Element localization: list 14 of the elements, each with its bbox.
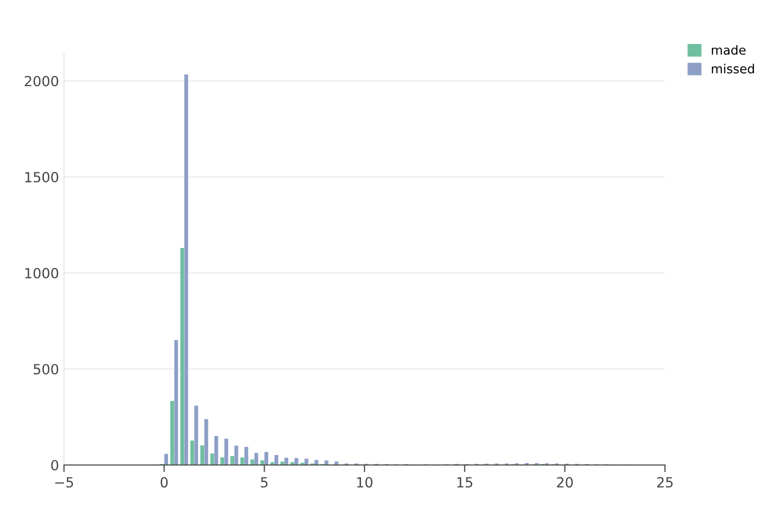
legend-label: missed [712, 64, 754, 74]
x-tick-label: 15 [457, 477, 472, 488]
x-tick-label: −5 [55, 477, 74, 488]
y-tick-label: 1500 [25, 172, 58, 182]
y-tick-label: 0 [51, 460, 58, 470]
x-tick-label: 25 [657, 477, 673, 488]
y-tick-label: 2000 [24, 76, 58, 86]
x-tick-label: 20 [557, 477, 573, 488]
x-tick-label: 0 [160, 477, 168, 488]
legend-label: made [712, 45, 746, 55]
x-tick-label: 10 [357, 477, 372, 488]
x-tick-label: 5 [260, 477, 268, 488]
y-tick-label: 1000 [25, 268, 58, 278]
y-tick-label: 500 [34, 364, 58, 374]
